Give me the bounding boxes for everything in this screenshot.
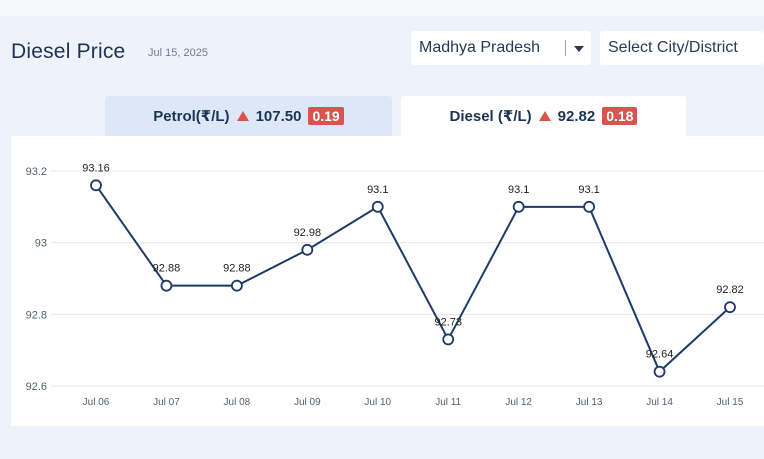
- y-tick-label: 92.8: [26, 309, 47, 321]
- data-label: 92.88: [223, 263, 251, 275]
- x-tick-label: Jul 11: [435, 397, 461, 408]
- y-tick-label: 92.6: [26, 381, 47, 393]
- x-tick-label: Jul 14: [646, 397, 673, 408]
- series-line: [95, 184, 731, 374]
- data-point: [371, 200, 384, 213]
- data-label: 93.16: [82, 162, 110, 174]
- city-select-placeholder: Select City/District: [608, 39, 738, 56]
- chevron-down-icon[interactable]: [574, 46, 584, 52]
- city-select[interactable]: Select City/District: [600, 31, 764, 65]
- chart-panel: 92.6 92.8 93 93.2 Jul 06 Jul 07 Jul 08 Jul 09 Ju…: [11, 136, 764, 426]
- data-point: [512, 200, 525, 213]
- data-point: [583, 200, 596, 213]
- x-tick-label: Jul 12: [505, 397, 532, 408]
- tab-diesel-price: 92.82: [557, 107, 596, 125]
- x-tick-label: Jul 10: [364, 397, 391, 408]
- top-strip: [0, 0, 764, 16]
- state-select-value: Madhya Pradesh: [419, 39, 540, 56]
- data-label: 92.98: [294, 227, 322, 239]
- x-tick-label: Jul 06: [83, 397, 110, 408]
- x-tick-label: Jul 09: [294, 397, 321, 408]
- data-point: [301, 243, 314, 256]
- price-line-chart: 92.6 92.8 93 93.2 Jul 06 Jul 07 Jul 08 Jul 09 Ju…: [26, 162, 764, 408]
- up-arrow-icon: [538, 111, 551, 121]
- tab-diesel-change-badge: 0.18: [602, 107, 638, 125]
- x-tick-label: Jul 13: [576, 397, 603, 408]
- data-label: 93.1: [367, 184, 388, 196]
- data-point: [90, 179, 102, 192]
- data-point: [653, 365, 666, 378]
- state-select[interactable]: Madhya Pradesh: [411, 31, 591, 65]
- data-point: [230, 279, 243, 292]
- tab-petrol[interactable]: Petrol(₹/L) 107.50 0.19: [105, 96, 392, 136]
- data-label: 92.73: [434, 316, 462, 328]
- x-tick-label: Jul 15: [717, 397, 744, 408]
- page-date: Jul 15, 2025: [148, 47, 208, 59]
- tab-petrol-label: Petrol(₹/L): [153, 108, 230, 125]
- data-point: [160, 279, 173, 292]
- up-arrow-icon: [236, 111, 249, 121]
- select-separator: [565, 40, 566, 56]
- data-label: 92.88: [153, 263, 181, 275]
- x-tick-label: Jul 08: [224, 397, 251, 408]
- y-tick-label: 93.2: [26, 166, 47, 178]
- x-tick-label: Jul 07: [153, 397, 180, 408]
- data-point: [724, 301, 736, 314]
- tab-petrol-price: 107.50: [255, 107, 302, 125]
- tab-petrol-change-badge: 0.19: [308, 107, 344, 125]
- y-tick-label: 93: [35, 238, 47, 250]
- tab-diesel-label: Diesel (₹/L): [449, 108, 532, 125]
- page-title: Diesel Price: [11, 40, 126, 63]
- data-label: 92.82: [716, 284, 744, 296]
- tab-diesel[interactable]: Diesel (₹/L) 92.82 0.18: [401, 96, 686, 136]
- data-label: 93.1: [578, 184, 599, 196]
- data-label: 92.64: [646, 349, 674, 361]
- data-label: 93.1: [508, 184, 529, 196]
- data-point: [442, 333, 455, 346]
